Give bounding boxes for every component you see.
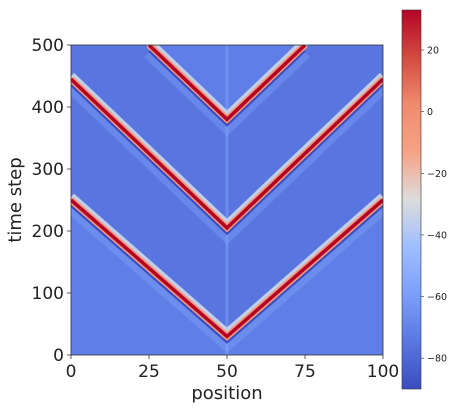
y-tick-label: 400 [32, 98, 64, 118]
wavefront-2 [71, 72, 383, 245]
x-tick-label: 100 [367, 362, 399, 382]
colorbar [401, 9, 422, 390]
y-tick-label: 0 [53, 346, 64, 366]
x-axis: 0 25 50 75 100 [66, 355, 399, 382]
y-axis-title: time step [5, 157, 26, 242]
x-tick-label: 0 [66, 362, 77, 382]
y-tick-label: 500 [32, 36, 64, 56]
wavefront-1 [71, 193, 383, 353]
x-tick-label: 75 [294, 362, 316, 382]
colorbar-tick-label: −80 [427, 354, 447, 365]
heatmap-image [71, 45, 383, 355]
x-tick-label: 50 [216, 362, 238, 382]
x-axis-title: position [191, 383, 262, 404]
y-tick-label: 300 [32, 160, 64, 180]
colorbar-tick-label: −60 [427, 292, 447, 303]
x-tick-label: 25 [138, 362, 160, 382]
colorbar-tick-label: 20 [427, 46, 439, 57]
colorbar-axis: 20 0 −20 −40 −60 −80 [421, 46, 447, 365]
colorbar-tick-label: 0 [427, 107, 433, 118]
colorbar-tick-label: −20 [427, 169, 447, 180]
colorbar-tick-label: −40 [427, 230, 447, 241]
y-tick-label: 100 [32, 284, 64, 304]
wavefront-3 [144, 45, 310, 137]
y-tick-label: 200 [32, 222, 64, 242]
y-axis: 0 100 200 300 400 500 [32, 36, 71, 366]
